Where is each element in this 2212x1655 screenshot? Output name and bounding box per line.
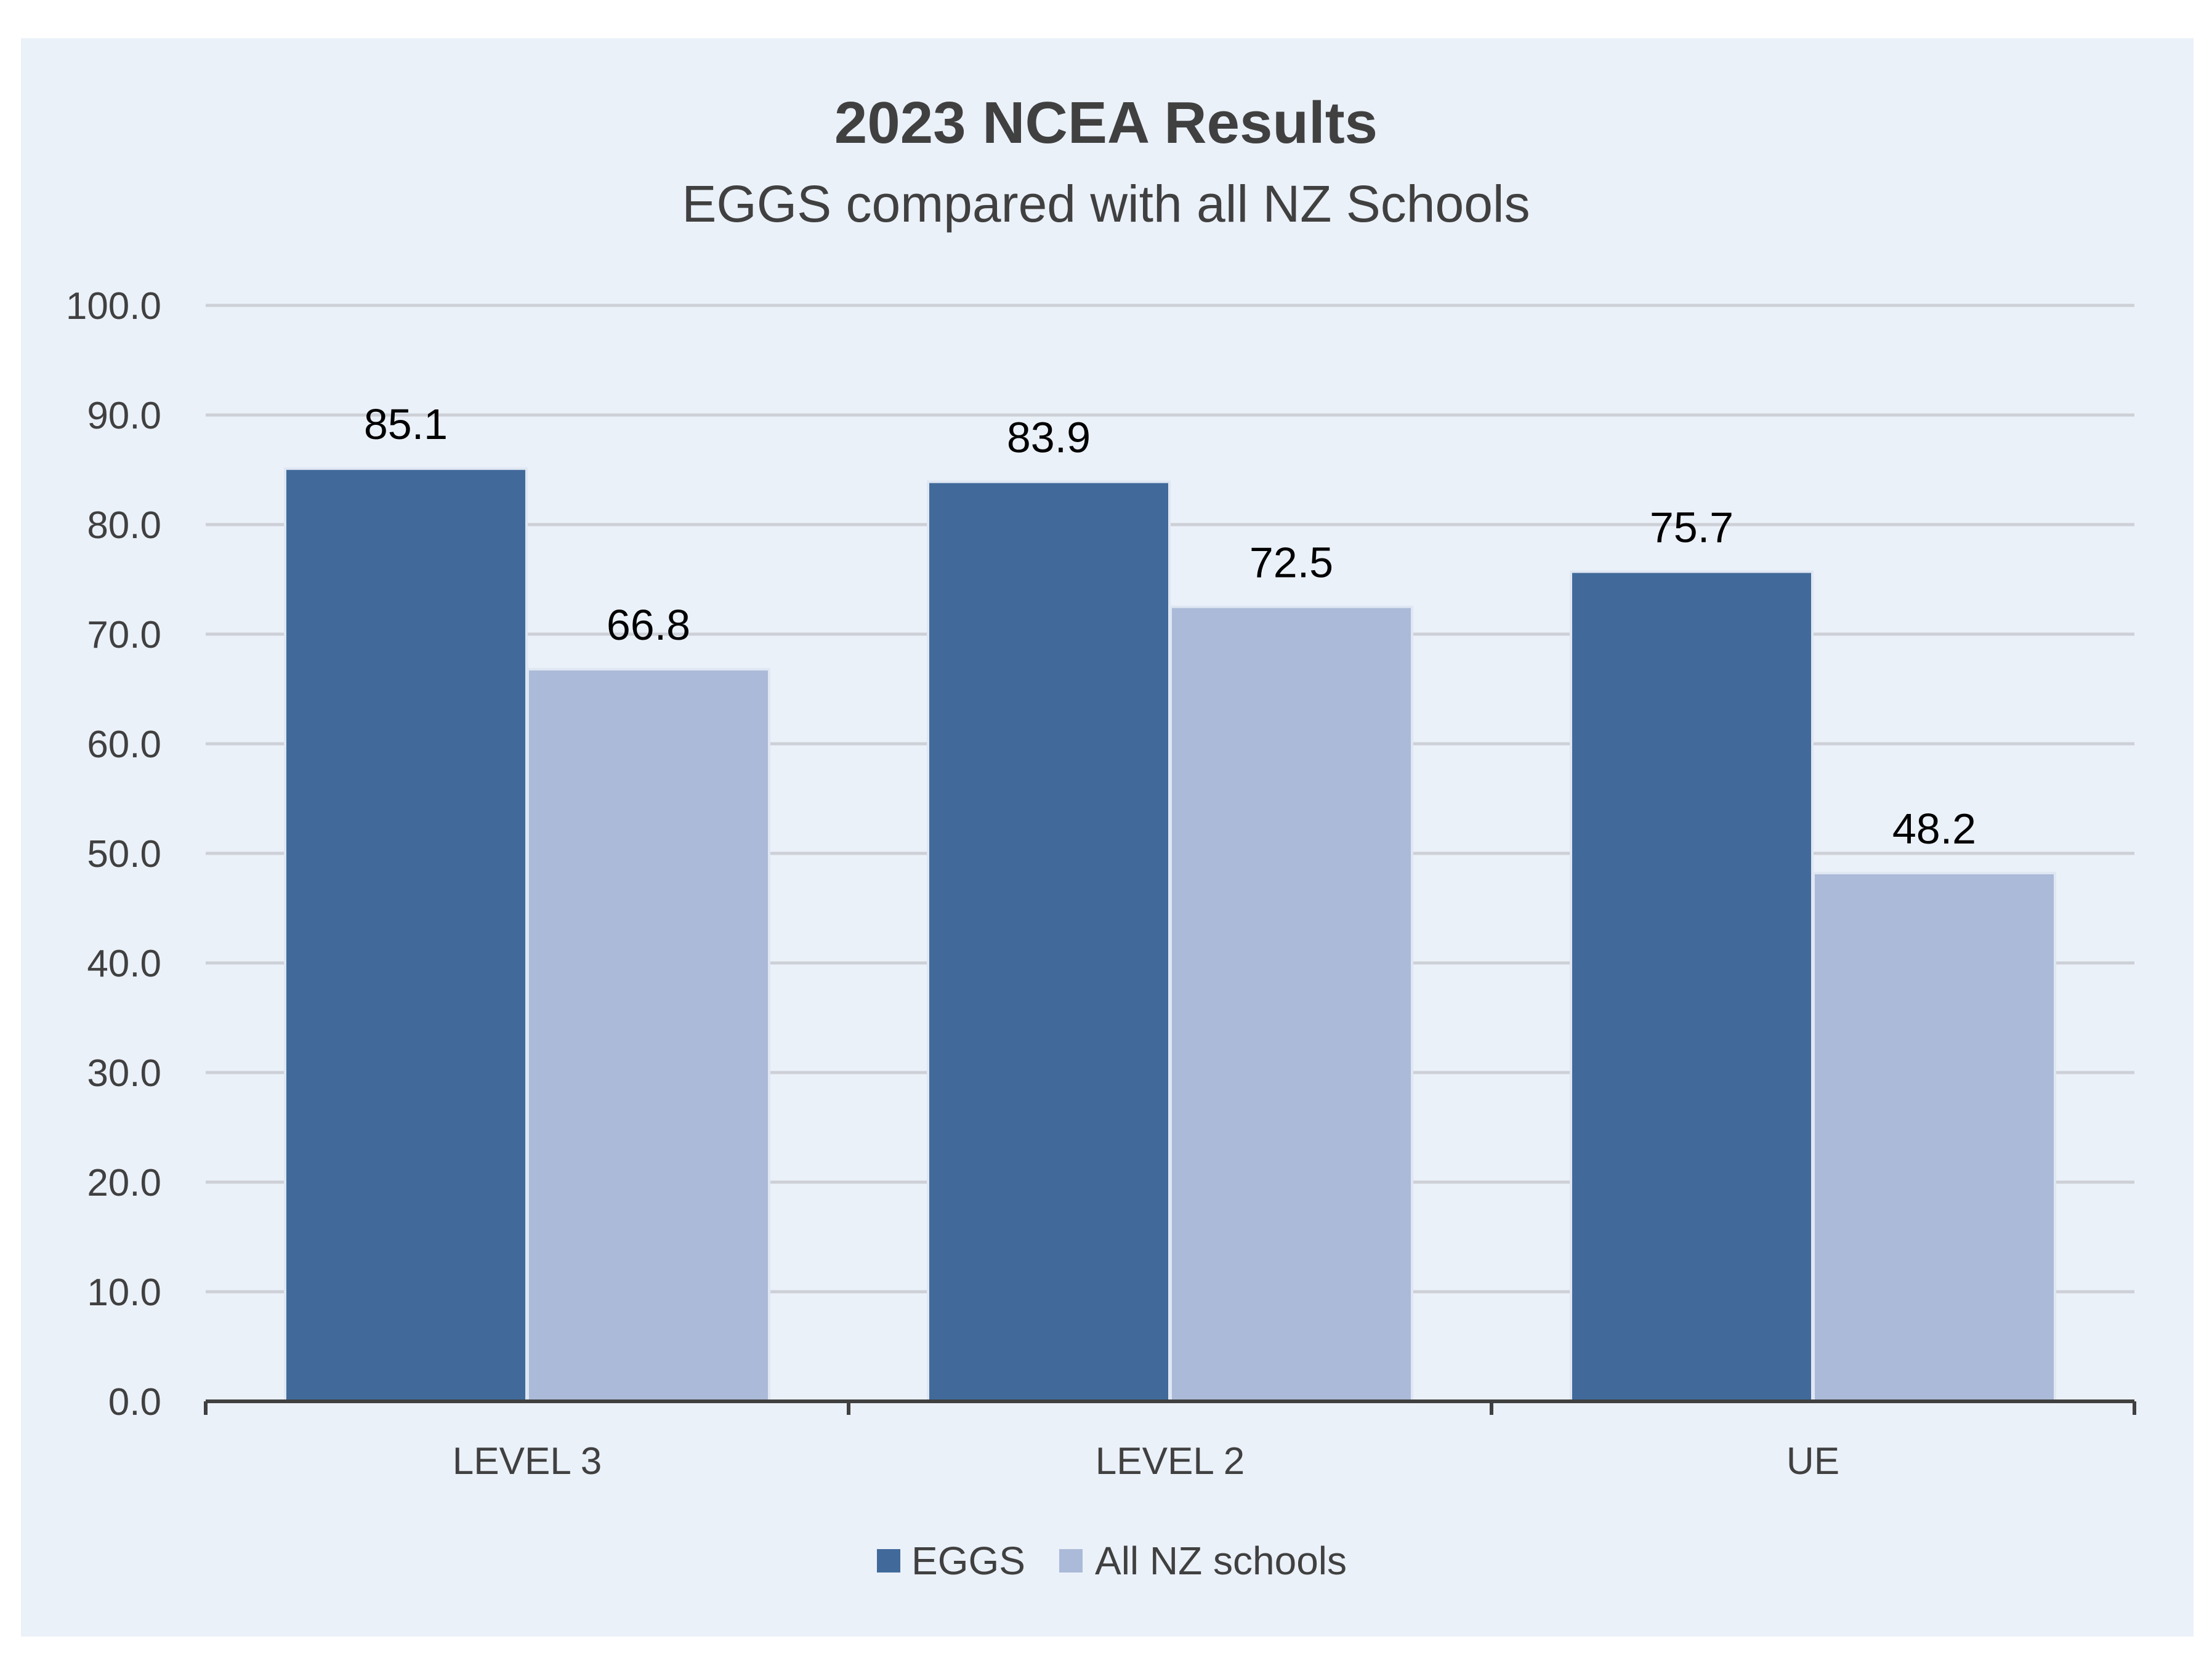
data-label: 66.8 <box>607 601 690 649</box>
y-tick-label: 90.0 <box>87 395 161 437</box>
y-tick-label: 80.0 <box>87 504 161 547</box>
legend-label: All NZ schools <box>1095 1539 1347 1583</box>
data-label: 75.7 <box>1650 504 1734 552</box>
bar-all-nz-schools <box>1169 605 1413 1403</box>
y-tick-label: 100.0 <box>66 285 161 328</box>
x-tick-label: LEVEL 2 <box>1096 1440 1245 1483</box>
x-tick-label: UE <box>1786 1440 1839 1483</box>
chart-subtitle: EGGS compared with all NZ Schools <box>682 175 1530 233</box>
x-tick-label: LEVEL 3 <box>453 1440 602 1483</box>
legend: EGGS All NZ schools <box>829 1527 1382 1589</box>
y-tick-label: 10.0 <box>87 1271 161 1314</box>
x-axis-tick-labels: LEVEL 3 LEVEL 2 UE <box>453 1440 1839 1483</box>
legend-box <box>829 1527 1382 1589</box>
bar-eggs <box>1570 570 1814 1403</box>
bars <box>284 467 2056 1403</box>
chart-title: 2023 NCEA Results <box>834 90 1378 156</box>
y-tick-label: 40.0 <box>87 943 161 985</box>
y-tick-label: 30.0 <box>87 1052 161 1095</box>
data-label: 48.2 <box>1892 805 1976 853</box>
y-tick-label: 70.0 <box>87 614 161 656</box>
x-axis <box>204 1399 2136 1415</box>
legend-swatch-eggs <box>877 1549 900 1572</box>
y-axis-tick-labels: 0.0 10.0 20.0 30.0 40.0 50.0 60.0 70.0 80.0 90.0 1… <box>66 285 161 1423</box>
bar-all-nz-schools <box>1812 872 2056 1403</box>
bar-eggs <box>284 467 528 1403</box>
legend-label: EGGS <box>911 1539 1025 1583</box>
bar-eggs <box>927 480 1171 1403</box>
y-tick-label: 50.0 <box>87 833 161 876</box>
data-labels: 85.1 83.9 75.7 66.8 72.5 48.2 <box>364 400 1976 853</box>
data-label: 85.1 <box>364 400 448 448</box>
y-tick-label: 60.0 <box>87 723 161 766</box>
bar-all-nz-schools <box>527 667 770 1403</box>
data-label: 83.9 <box>1007 414 1091 462</box>
y-tick-label: 0.0 <box>108 1381 161 1423</box>
legend-swatch-all-nz-schools <box>1059 1549 1083 1572</box>
data-label: 72.5 <box>1249 539 1333 587</box>
y-tick-label: 20.0 <box>87 1162 161 1204</box>
